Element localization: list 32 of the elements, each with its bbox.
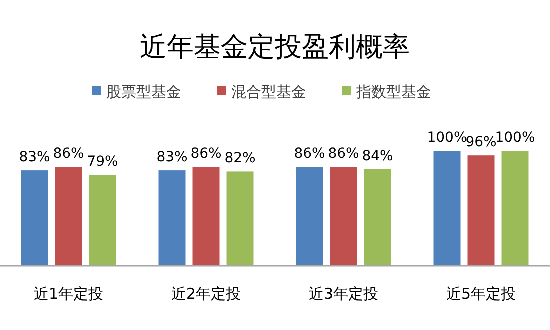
data-label: 86% (53, 146, 84, 162)
legend-label: 混合型基金 (232, 83, 306, 101)
data-label: 83% (156, 150, 188, 166)
data-label: 100% (495, 130, 536, 146)
legend-label: 指数型基金 (356, 83, 432, 101)
bar (226, 172, 254, 266)
bar (55, 167, 82, 266)
data-label: 86% (294, 146, 326, 162)
bar (434, 151, 461, 266)
data-label: 83% (19, 150, 50, 166)
data-label: 100% (427, 130, 468, 146)
x-tick-label: 近3年定投 (308, 285, 379, 303)
data-label: 79% (87, 154, 118, 170)
bar (192, 167, 220, 266)
data-label: 82% (224, 150, 256, 167)
chart-title: 近年基金定投盈利概率 (140, 32, 410, 63)
bar (296, 167, 324, 266)
bar (502, 151, 529, 266)
bar (364, 169, 392, 266)
legend-label: 股票型基金 (106, 83, 182, 101)
bar (89, 175, 116, 266)
data-label: 96% (466, 134, 497, 151)
bar (21, 170, 48, 266)
data-label: 86% (190, 146, 222, 162)
x-tick-label: 近5年定投 (446, 285, 516, 303)
x-tick-label: 近2年定投 (171, 285, 242, 303)
data-label: 86% (328, 146, 360, 162)
x-tick-label: 近1年定投 (34, 285, 104, 303)
bar (330, 167, 358, 266)
data-label: 84% (362, 148, 394, 164)
bar (158, 170, 186, 266)
bar (468, 156, 495, 266)
